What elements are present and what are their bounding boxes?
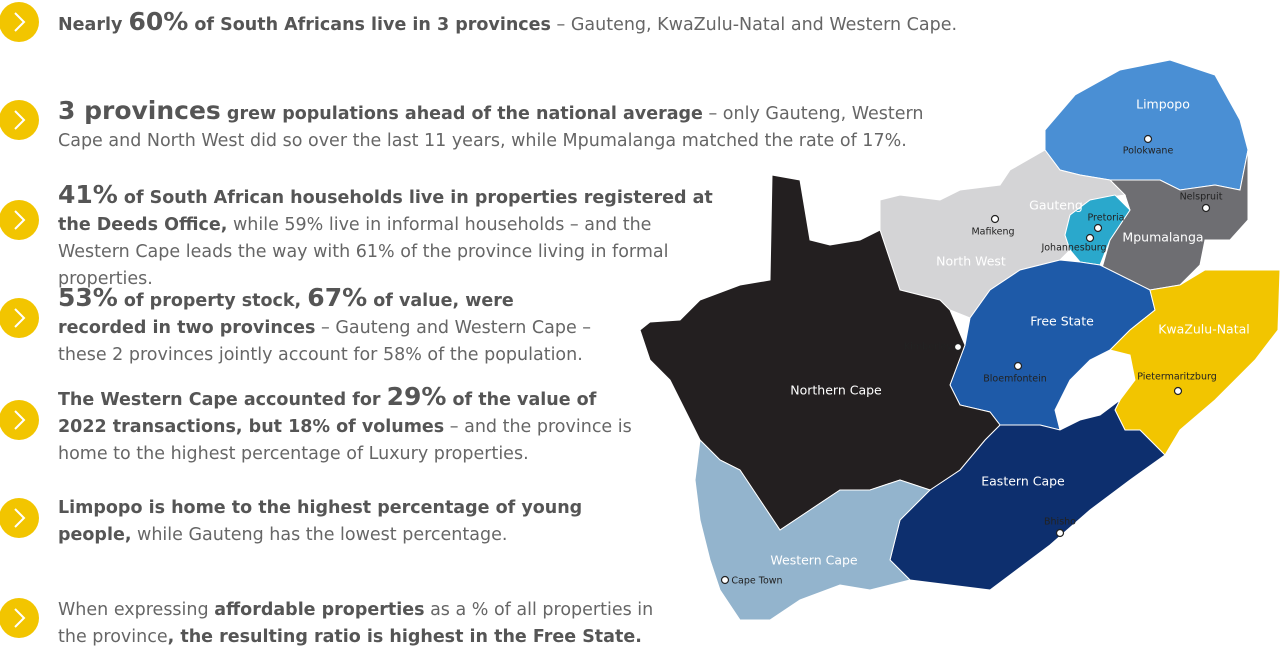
text-part: When expressing bbox=[58, 600, 215, 620]
bullet-text: When expressing affordable properties as… bbox=[58, 597, 668, 651]
province-label: Western Cape bbox=[770, 553, 858, 568]
text-part: 67% bbox=[307, 283, 368, 312]
text-part: – only Gauteng, Western Cape and North W… bbox=[58, 104, 924, 151]
text-part: while 59% live in informal households – … bbox=[58, 215, 669, 289]
text-part: The Western Cape accounted for bbox=[58, 390, 387, 410]
text-part: of South Africans live in 3 provinces bbox=[188, 15, 551, 35]
bullet-text: Limpopo is home to the highest percentag… bbox=[58, 495, 588, 549]
text-part: of property stock, bbox=[117, 291, 308, 311]
province-label: Limpopo bbox=[1136, 97, 1190, 112]
provinces bbox=[639, 59, 1280, 621]
province-label: Northern Cape bbox=[790, 383, 882, 398]
city-label: Mafikeng bbox=[971, 227, 1014, 238]
bullet-icon bbox=[0, 2, 39, 42]
city-label: Nelspruit bbox=[1180, 192, 1223, 203]
bullet-text: 3 provinces grew populations ahead of th… bbox=[58, 97, 948, 155]
bullet-icon bbox=[0, 400, 39, 440]
city-label: Bhisho bbox=[1044, 517, 1076, 528]
text-part: 53% bbox=[58, 283, 118, 312]
city-marker bbox=[1173, 386, 1183, 396]
text-part: – Gauteng and Western Cape – these 2 pro… bbox=[58, 318, 592, 365]
bullet-text: Nearly 60% of South Africans live in 3 p… bbox=[58, 8, 958, 39]
bullet-icon bbox=[0, 100, 39, 140]
text-part: – Gauteng, KwaZulu-Natal and Western Cap… bbox=[550, 15, 958, 35]
text-part: Limpopo is home to the highest percentag… bbox=[58, 498, 583, 545]
city-label: Pretoria bbox=[1087, 213, 1124, 224]
text-part: affordable properties bbox=[214, 600, 425, 620]
province-label: Mpumalanga bbox=[1122, 230, 1203, 245]
city-marker bbox=[1055, 528, 1065, 538]
city-marker bbox=[1093, 223, 1103, 233]
city-marker bbox=[1085, 233, 1095, 243]
city-label: Cape Town bbox=[731, 576, 782, 587]
city-marker bbox=[1143, 134, 1153, 144]
city-marker bbox=[720, 575, 730, 585]
text-part: 3 provinces bbox=[58, 96, 221, 125]
city-marker bbox=[1013, 361, 1023, 371]
city-markers bbox=[720, 134, 1211, 585]
text-part: – and the province is home to the highes… bbox=[58, 417, 632, 464]
western-cape-shape bbox=[694, 438, 931, 621]
text-part: , the resulting ratio is highest in the … bbox=[167, 627, 642, 647]
bullet-icon bbox=[0, 298, 39, 338]
province-label: Eastern Cape bbox=[981, 474, 1065, 489]
text-part: 29% bbox=[386, 382, 447, 411]
bullet-text: The Western Cape accounted for 29% of th… bbox=[58, 383, 638, 468]
city-label: Polokwane bbox=[1123, 146, 1174, 157]
city-marker bbox=[1201, 203, 1211, 213]
text-part: Nearly bbox=[58, 15, 129, 35]
bullet-icon bbox=[0, 598, 39, 638]
province-label: North West bbox=[936, 254, 1006, 269]
province-label: KwaZulu-Natal bbox=[1158, 322, 1250, 337]
city-label: Kimberley bbox=[904, 342, 952, 353]
text-part: grew populations ahead of the national a… bbox=[220, 104, 703, 124]
text-part: as a % of all properties in the province bbox=[58, 600, 654, 647]
city-label: Johannesburg bbox=[1040, 243, 1106, 254]
city-marker bbox=[953, 342, 963, 352]
province-label: Free State bbox=[1030, 314, 1094, 329]
province-label: Gauteng bbox=[1029, 198, 1083, 213]
text-part: 41% bbox=[58, 180, 118, 209]
text-part: of South African households live in prop… bbox=[58, 188, 713, 235]
city-label: Bloemfontein bbox=[983, 374, 1046, 385]
bullet-icon bbox=[0, 498, 39, 538]
limpopo-shape bbox=[1044, 59, 1249, 191]
text-part: of the value of 2022 transactions, but 1… bbox=[58, 390, 597, 437]
city-label: Pietermaritzburg bbox=[1137, 372, 1216, 383]
text-part: while Gauteng has the lowest percentage. bbox=[131, 525, 508, 545]
city-marker bbox=[990, 214, 1000, 224]
text-part: 60% bbox=[128, 7, 189, 36]
bullet-icon bbox=[0, 200, 39, 240]
text-part: of value, were recorded in two provinces bbox=[58, 291, 514, 338]
bullet-text: 41% of South African households live in … bbox=[58, 181, 728, 293]
bullet-text: 53% of property stock, 67% of value, wer… bbox=[58, 284, 598, 369]
